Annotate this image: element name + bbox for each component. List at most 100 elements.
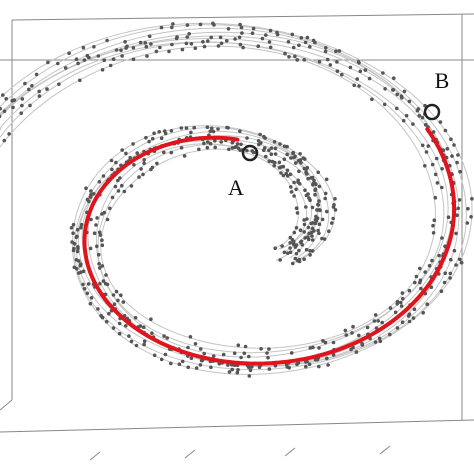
point [213, 139, 217, 143]
point [20, 103, 24, 108]
point [401, 296, 405, 301]
point [292, 180, 296, 185]
point [272, 163, 277, 168]
point [239, 142, 243, 147]
point [317, 364, 321, 369]
point [302, 257, 306, 262]
point [363, 68, 368, 72]
point [100, 264, 105, 268]
point [201, 40, 205, 44]
point [289, 190, 294, 194]
point [232, 351, 237, 356]
point [273, 246, 278, 250]
point [420, 143, 425, 148]
point [100, 212, 104, 216]
point [147, 34, 152, 38]
point [293, 161, 298, 165]
point [303, 40, 308, 45]
point [108, 206, 112, 211]
point [152, 131, 156, 136]
point [265, 351, 269, 355]
point [320, 217, 325, 222]
point [142, 325, 146, 330]
point [101, 174, 106, 178]
point [159, 136, 164, 140]
point [411, 316, 416, 320]
point [95, 216, 99, 220]
point [285, 144, 289, 149]
point [208, 129, 213, 134]
point [355, 77, 360, 81]
point [63, 66, 68, 70]
point [56, 61, 60, 66]
point [212, 23, 216, 27]
point [445, 147, 450, 151]
point [101, 279, 106, 283]
point [111, 293, 116, 297]
point [144, 44, 149, 49]
point [109, 158, 114, 163]
point [248, 368, 253, 373]
point [259, 141, 263, 145]
point [378, 339, 383, 344]
point [76, 245, 80, 249]
point [193, 46, 198, 50]
point [298, 228, 303, 232]
point [208, 141, 213, 146]
point [185, 35, 189, 39]
point [120, 148, 124, 152]
point [431, 223, 435, 228]
point [117, 321, 122, 326]
point [205, 125, 210, 129]
point [278, 258, 282, 262]
point [306, 176, 310, 181]
point [452, 143, 456, 147]
point [117, 331, 122, 336]
point [308, 249, 312, 253]
point [180, 47, 185, 52]
point [213, 145, 217, 150]
point [380, 320, 385, 325]
point [137, 175, 141, 179]
point [257, 365, 262, 370]
point [407, 288, 412, 293]
point [266, 355, 270, 360]
point [142, 339, 147, 344]
point [114, 289, 119, 294]
point [295, 58, 300, 62]
point [149, 42, 153, 46]
point [125, 44, 129, 49]
point [92, 45, 96, 49]
point [116, 298, 120, 303]
point [20, 97, 25, 101]
point [216, 127, 220, 131]
strand [0, 35, 455, 367]
point [429, 285, 434, 290]
point [72, 265, 77, 270]
point [159, 357, 164, 362]
point [75, 234, 79, 239]
point [189, 356, 194, 361]
point [34, 72, 39, 77]
point [86, 282, 91, 286]
point [259, 347, 263, 351]
point [416, 107, 421, 111]
point [325, 209, 329, 214]
point [135, 151, 139, 155]
point [320, 236, 324, 241]
point [449, 257, 453, 262]
point [304, 205, 308, 209]
point [89, 296, 94, 300]
point [373, 313, 378, 317]
point [285, 168, 290, 173]
point [305, 35, 310, 40]
point [310, 249, 315, 253]
point [235, 142, 240, 146]
point [70, 240, 74, 244]
point [150, 331, 154, 336]
point [99, 314, 103, 318]
point [269, 152, 274, 156]
point [372, 319, 377, 323]
point [4, 97, 8, 101]
